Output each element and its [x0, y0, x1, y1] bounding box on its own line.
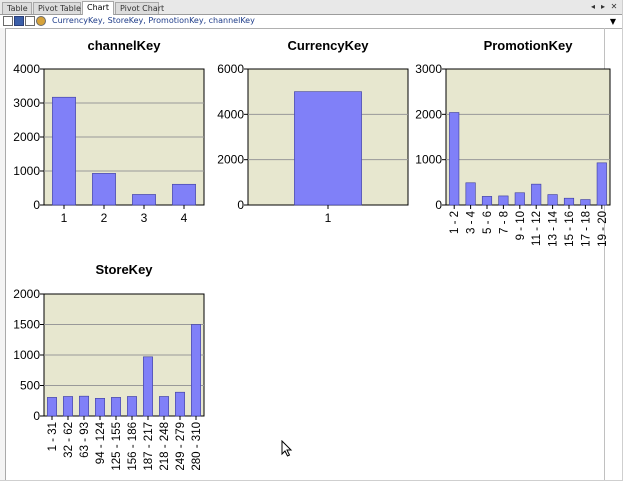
bar-280-310 — [191, 324, 201, 417]
tab-table[interactable]: Table — [2, 2, 32, 14]
bar-218-248 — [159, 396, 169, 417]
chart-title: PromotionKey — [484, 38, 574, 53]
y-tick-label: 2000 — [13, 287, 40, 301]
y-tick-label: 0 — [33, 409, 40, 423]
chart-promotionkey: PromotionKey 0 1000 2000 3000 1 - 2 3 - 4 5 - 6… — [415, 38, 611, 247]
chart-title: CurrencyKey — [288, 38, 370, 53]
y-tick-label: 3000 — [415, 62, 442, 76]
x-tick-label: 1 — [61, 211, 68, 225]
x-tick-label: 13 - 14 — [548, 210, 560, 246]
bar-1-2 — [449, 112, 460, 206]
y-tick-label: 1000 — [13, 164, 40, 178]
chart-storekey: StoreKey 0 500 1000 1500 2000 1 - 31 32 - 62 63 … — [13, 262, 205, 471]
bar-9-10 — [514, 192, 525, 206]
bar-3-4 — [465, 182, 476, 206]
bar-chart-icon[interactable] — [25, 16, 35, 26]
x-tick-label: 63 - 93 — [79, 422, 91, 458]
bar-1 — [294, 91, 362, 206]
field-bar: CurrencyKey, StoreKey, PromotionKey, cha… — [0, 15, 622, 29]
x-tick-label: 3 — [141, 211, 148, 225]
y-tick-label: 3000 — [13, 96, 40, 110]
bar-4 — [172, 183, 196, 206]
y-tick-label: 2000 — [13, 130, 40, 144]
bar-5-6 — [481, 196, 493, 206]
x-tick-label: 11 - 12 — [531, 211, 543, 246]
y-tick-label: 6000 — [217, 62, 244, 76]
x-tick-label: 249 - 279 — [175, 422, 187, 471]
save-icon[interactable] — [14, 16, 24, 26]
y-tick-label: 0 — [33, 198, 40, 212]
y-tick-label: 1500 — [13, 318, 40, 332]
x-tick-label: 3 - 4 — [466, 210, 478, 234]
bar-94-124 — [95, 398, 105, 417]
selected-fields-text: CurrencyKey, StoreKey, PromotionKey, cha… — [52, 16, 255, 25]
chart-channelkey: channelKey 0 1000 2000 3000 4000 1 2 3 4 — [13, 38, 205, 225]
tab-pivot-chart[interactable]: Pivot Chart — [115, 2, 164, 14]
y-tick-label: 1000 — [13, 348, 40, 362]
y-tick-label: 4000 — [217, 107, 244, 121]
x-tick-label: 15 - 16 — [564, 211, 576, 247]
bar-15-16 — [563, 197, 575, 206]
x-tick-label: 125 - 155 — [111, 422, 123, 471]
bar-11-12 — [531, 183, 542, 206]
x-tick-label: 19 - 20 — [597, 211, 609, 247]
bar-156-186 — [127, 396, 137, 417]
y-tick-label: 0 — [435, 198, 442, 212]
bar-17-18 — [580, 199, 591, 206]
bar-187-217 — [143, 356, 153, 417]
bar-2 — [92, 173, 116, 206]
y-tick-label: 2000 — [415, 107, 442, 121]
grid-icon[interactable] — [3, 16, 13, 26]
x-tick-label: 32 - 62 — [63, 422, 75, 458]
close-icon[interactable]: ✕ — [610, 2, 618, 11]
pie-chart-icon[interactable] — [36, 16, 46, 26]
x-tick-label: 187 - 217 — [143, 422, 155, 471]
x-tick-label: 17 - 18 — [580, 211, 592, 247]
tab-bar: Table Pivot Table Chart Pivot Chart ◂ ▸ … — [0, 0, 622, 15]
x-tick-label: 2 — [101, 211, 108, 225]
x-tick-label: 7 - 8 — [498, 211, 510, 234]
bar-63-93 — [79, 395, 89, 417]
chart-title: StoreKey — [95, 262, 153, 277]
bar-32-62 — [63, 396, 73, 417]
bar-249-279 — [175, 391, 185, 417]
scroll-left-icon[interactable]: ◂ — [590, 2, 595, 11]
x-tick-label: 156 - 186 — [127, 422, 139, 471]
mouse-pointer-icon — [281, 440, 293, 457]
y-tick-label: 1000 — [415, 153, 442, 167]
x-tick-label: 4 — [181, 211, 188, 225]
tab-chart[interactable]: Chart — [82, 1, 114, 15]
bar-3 — [132, 194, 156, 206]
x-tick-label: 94 - 124 — [95, 421, 107, 464]
y-tick-label: 2000 — [217, 153, 244, 167]
x-tick-label: 218 - 248 — [159, 422, 171, 471]
scroll-edge — [604, 28, 605, 480]
bar-1 — [52, 96, 76, 206]
x-tick-label: 1 - 2 — [449, 211, 461, 234]
chevron-down-icon[interactable]: ▼ — [609, 17, 616, 26]
left-gutter — [0, 28, 6, 480]
bar-7-8 — [498, 195, 509, 206]
y-tick-label: 4000 — [13, 62, 40, 76]
y-tick-label: 0 — [237, 198, 244, 212]
bar-125-155 — [111, 397, 121, 417]
x-tick-label: 280 - 310 — [191, 422, 203, 471]
x-tick-label: 9 - 10 — [515, 211, 527, 240]
chart-title: channelKey — [88, 38, 162, 53]
x-tick-label: 1 - 31 — [47, 422, 59, 451]
tab-pivot-table[interactable]: Pivot Table — [33, 2, 81, 14]
scroll-right-icon[interactable]: ▸ — [600, 2, 605, 11]
x-tick-label: 1 — [325, 211, 332, 225]
chart-currencykey: CurrencyKey 0 2000 4000 6000 1 — [217, 38, 409, 225]
y-tick-label: 500 — [20, 379, 40, 393]
bar-13-14 — [547, 194, 558, 206]
x-tick-label: 5 - 6 — [482, 211, 494, 234]
plot-area — [445, 68, 611, 206]
bar-19-20 — [596, 162, 607, 206]
bar-1-31 — [47, 397, 57, 417]
